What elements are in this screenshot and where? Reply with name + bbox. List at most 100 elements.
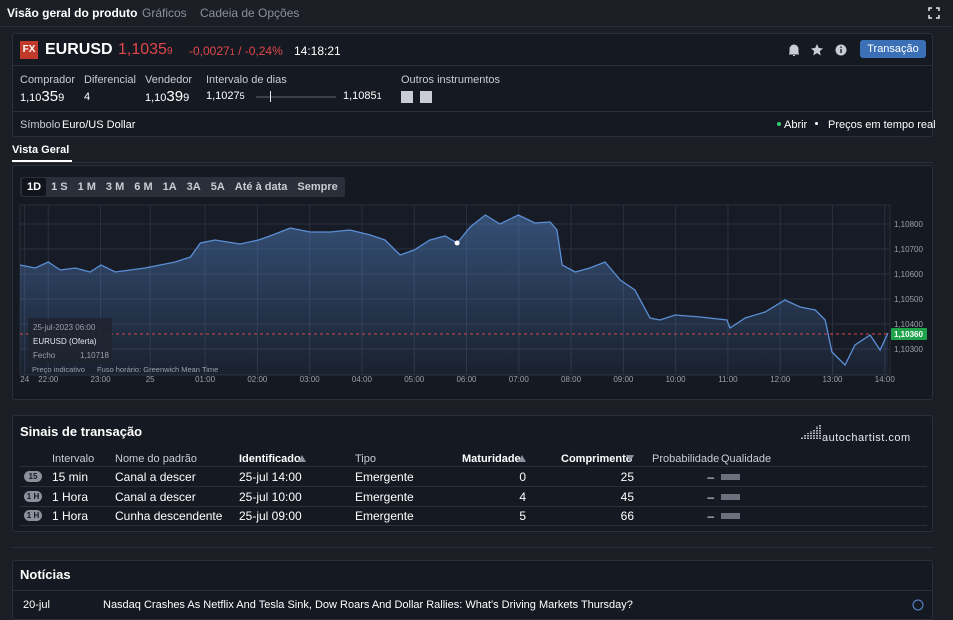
x-tick-label: 02:00: [247, 375, 268, 384]
instrument-icon[interactable]: [420, 91, 432, 103]
period-button[interactable]: Sempre: [297, 181, 338, 193]
period-button[interactable]: 1A: [162, 181, 177, 193]
sort-icon: [298, 455, 306, 462]
instrument-panel: [12, 33, 933, 137]
x-tick-label: 06:00: [456, 375, 477, 384]
period-button[interactable]: Até à data: [234, 181, 288, 193]
news-date: 20-jul: [23, 599, 50, 611]
period-button[interactable]: 6 M: [134, 181, 153, 193]
bullet: [815, 122, 818, 125]
divider: [12, 162, 933, 163]
column-header[interactable]: Identificado: [239, 453, 301, 465]
sort-icon: [626, 455, 634, 462]
cell-type: Emergente: [355, 509, 414, 523]
tooltip-value: 1,10718: [80, 351, 109, 360]
instrument-icon[interactable]: [401, 91, 413, 103]
cell-probability: –: [707, 489, 714, 504]
x-tick-label: 09:00: [613, 375, 634, 384]
ask-part: 1,10: [145, 92, 167, 104]
column-header: Nome do padrão: [115, 453, 197, 465]
period-button[interactable]: 3 M: [105, 181, 125, 193]
last-price-box: [891, 328, 927, 340]
logo-text: autochartist.com: [822, 432, 911, 444]
bid: 1,10359: [20, 88, 64, 105]
change: -0,00271 / -0,24%: [189, 44, 283, 58]
signals-title: Sinais de transação: [20, 424, 143, 439]
x-tick-label: 25: [146, 375, 155, 384]
bid-part: 35: [41, 88, 59, 105]
change-small: 1: [229, 47, 235, 57]
column-header: Probabilidade: [652, 453, 720, 465]
quality-bar: [721, 474, 740, 480]
period-button[interactable]: 1D: [22, 178, 47, 196]
hover-point: [454, 240, 460, 246]
range-high-main: 1,1085: [343, 90, 377, 102]
cell-interval: 1 Hora: [52, 509, 89, 523]
ask-part: 39: [166, 88, 184, 105]
section-tab[interactable]: Vista Geral: [12, 144, 70, 156]
cell-probability: –: [707, 509, 714, 523]
tab-charts[interactable]: Gráficos: [142, 6, 187, 20]
chart-body: 1,10300 1,10400 1,10500 1,10600 1,10700 1,108…: [19, 204, 927, 384]
status-dot: [777, 122, 781, 126]
tab-options[interactable]: Cadeia de Opções: [200, 6, 300, 20]
change-pct: / -0,24%: [238, 44, 283, 58]
expand-icon[interactable]: [928, 7, 940, 19]
sort-icon: [518, 455, 526, 462]
ask: 1,10399: [145, 88, 189, 105]
x-tick-label: 22:00: [38, 375, 59, 384]
symbol-label: Símbolo: [20, 119, 61, 131]
cell-length: 45: [620, 489, 634, 504]
column-header[interactable]: Maturidade: [462, 453, 521, 465]
price-small: 9: [166, 46, 173, 57]
cell-identified: 25-jul 14:00: [239, 470, 302, 484]
x-tick-label: 04:00: [352, 375, 373, 384]
change-value: -0,0027: [189, 44, 230, 58]
column-header: Intervalo: [52, 453, 95, 465]
divider: [20, 505, 927, 507]
price-chart: 1,10300 1,10400 1,10500 1,10600 1,10700 1,108…: [19, 204, 927, 384]
divider: [13, 65, 932, 66]
interval-badge: 15: [24, 471, 42, 482]
column-header[interactable]: Comprimento: [561, 453, 633, 465]
ask-part: 9: [183, 92, 190, 104]
y-tick-label: 1,10600: [894, 270, 923, 279]
cell-identified: 25-jul 09:00: [239, 509, 302, 523]
quality-bar: [721, 493, 740, 500]
chart-footer: Fuso horário: Greenwich Mean Time: [97, 365, 218, 374]
range-high-small: 1: [376, 91, 382, 101]
period-button[interactable]: 3A: [186, 181, 201, 193]
x-tick-label: 08:00: [561, 375, 582, 384]
tab-overview[interactable]: Visão geral do produto: [7, 6, 138, 20]
header-icons[interactable]: [786, 43, 850, 57]
cell-interval: 1 Hora: [52, 489, 89, 504]
news-icon[interactable]: [912, 599, 924, 611]
bid-part: 9: [58, 92, 65, 104]
signals-panel: [12, 415, 933, 532]
price-main: 1,1035: [118, 41, 167, 58]
spread: 4: [84, 91, 91, 103]
news-title: Notícias: [20, 567, 71, 582]
column-header: Tipo: [355, 453, 376, 465]
cell-type: Emergente: [355, 470, 414, 484]
trade-button[interactable]: Transação: [860, 40, 926, 58]
period-selector: 1D 1 S 1 M 3 M 6 M 1A 3A 5A Até à data Sempre: [20, 177, 345, 197]
period-button[interactable]: 1 S: [51, 181, 68, 193]
area: [20, 215, 888, 375]
period-button[interactable]: 5A: [210, 181, 225, 193]
period-button[interactable]: 1 M: [77, 181, 96, 193]
range-marker: [270, 91, 271, 102]
x-tick-label: 05:00: [404, 375, 425, 384]
cell-pattern: Cunha descendente: [115, 509, 223, 523]
x-tick-label: 24: [20, 375, 29, 384]
tab-underline: [12, 160, 72, 162]
symbol-name: Euro/US Dollar: [62, 119, 136, 131]
other-label: Outros instrumentos: [401, 74, 501, 86]
fx-badge: FX: [20, 41, 38, 59]
cell-pattern: Canal a descer: [115, 489, 196, 504]
time: 14:18:21: [294, 44, 341, 58]
tooltip-series: EURUSD (Oferta): [33, 337, 97, 346]
x-tick-label: 14:00: [875, 375, 896, 384]
news-headline[interactable]: Nasdaq Crashes As Netflix And Tesla Sink…: [103, 599, 633, 611]
